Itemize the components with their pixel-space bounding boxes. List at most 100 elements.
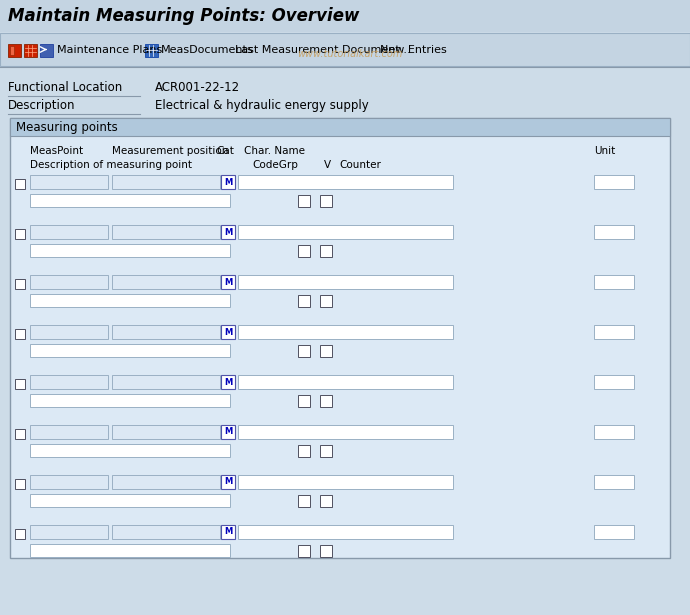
- Bar: [594, 325, 634, 339]
- Bar: [594, 425, 634, 439]
- Bar: [15, 229, 25, 239]
- Bar: [30, 375, 108, 389]
- Text: Last Measurement Document...: Last Measurement Document...: [235, 44, 411, 55]
- Bar: [221, 175, 235, 189]
- Bar: [15, 179, 25, 189]
- Bar: [112, 525, 220, 539]
- Bar: [298, 195, 310, 207]
- Bar: [238, 425, 453, 439]
- Bar: [298, 345, 310, 357]
- Bar: [30, 194, 230, 207]
- Text: V: V: [324, 160, 331, 170]
- Bar: [320, 195, 332, 207]
- Bar: [298, 295, 310, 307]
- Bar: [320, 395, 332, 407]
- Bar: [238, 175, 453, 189]
- Bar: [30, 425, 108, 439]
- Bar: [320, 495, 332, 507]
- Bar: [40, 44, 53, 57]
- Bar: [238, 225, 453, 239]
- Bar: [10, 118, 670, 136]
- Bar: [594, 525, 634, 539]
- Bar: [30, 325, 108, 339]
- Bar: [221, 425, 235, 439]
- Bar: [112, 475, 220, 489]
- Bar: [320, 345, 332, 357]
- Bar: [221, 225, 235, 239]
- Bar: [298, 495, 310, 507]
- Bar: [15, 329, 25, 339]
- Text: M: M: [224, 277, 232, 287]
- Bar: [238, 375, 453, 389]
- Text: Cat: Cat: [216, 146, 234, 156]
- Text: Electrical & hydraulic energy supply: Electrical & hydraulic energy supply: [155, 98, 368, 111]
- Bar: [24, 44, 37, 57]
- Bar: [112, 225, 220, 239]
- Bar: [238, 325, 453, 339]
- Text: Counter: Counter: [339, 160, 381, 170]
- Bar: [320, 245, 332, 257]
- Text: MeasDocuments: MeasDocuments: [161, 44, 254, 55]
- Text: CodeGrp: CodeGrp: [252, 160, 298, 170]
- Text: Description of measuring point: Description of measuring point: [30, 160, 192, 170]
- Bar: [15, 479, 25, 489]
- Bar: [10, 118, 670, 558]
- Bar: [298, 395, 310, 407]
- Bar: [30, 394, 230, 407]
- Bar: [112, 175, 220, 189]
- Bar: [320, 445, 332, 457]
- Bar: [238, 275, 453, 289]
- Bar: [298, 445, 310, 457]
- Text: MeasPoint: MeasPoint: [30, 146, 83, 156]
- Bar: [221, 375, 235, 389]
- Bar: [594, 275, 634, 289]
- Bar: [594, 225, 634, 239]
- Text: M: M: [224, 178, 232, 186]
- Bar: [594, 375, 634, 389]
- Bar: [112, 275, 220, 289]
- Bar: [30, 525, 108, 539]
- Text: Char. Name: Char. Name: [244, 146, 305, 156]
- Bar: [594, 175, 634, 189]
- Bar: [30, 344, 230, 357]
- Bar: [30, 444, 230, 457]
- Bar: [15, 429, 25, 439]
- Bar: [298, 545, 310, 557]
- Bar: [320, 295, 332, 307]
- Bar: [30, 475, 108, 489]
- Bar: [30, 544, 230, 557]
- Bar: [30, 225, 108, 239]
- Text: ACR001-22-12: ACR001-22-12: [155, 81, 240, 93]
- Text: Measuring points: Measuring points: [16, 121, 118, 133]
- Bar: [238, 525, 453, 539]
- Bar: [112, 425, 220, 439]
- Bar: [320, 545, 332, 557]
- Bar: [145, 44, 158, 57]
- Bar: [221, 325, 235, 339]
- Text: Maintain Measuring Points: Overview: Maintain Measuring Points: Overview: [8, 7, 359, 25]
- Text: M: M: [224, 328, 232, 336]
- Bar: [221, 475, 235, 489]
- Text: Unit: Unit: [594, 146, 615, 156]
- Bar: [0, 33, 690, 66]
- Bar: [238, 475, 453, 489]
- Bar: [15, 529, 25, 539]
- Text: New Entries: New Entries: [380, 44, 446, 55]
- Bar: [30, 494, 230, 507]
- Text: Maintenance Plans: Maintenance Plans: [57, 44, 162, 55]
- Bar: [30, 275, 108, 289]
- Bar: [8, 44, 21, 57]
- Text: Measurement position: Measurement position: [112, 146, 228, 156]
- Text: M: M: [224, 378, 232, 386]
- Bar: [30, 244, 230, 257]
- Bar: [0, 0, 690, 32]
- Text: M: M: [224, 477, 232, 486]
- Bar: [10, 46, 14, 55]
- Text: Functional Location: Functional Location: [8, 81, 122, 93]
- Bar: [15, 379, 25, 389]
- Text: www.tutorialkart.com: www.tutorialkart.com: [297, 49, 403, 58]
- Text: M: M: [224, 528, 232, 536]
- Bar: [30, 175, 108, 189]
- Text: M: M: [224, 228, 232, 237]
- Bar: [112, 325, 220, 339]
